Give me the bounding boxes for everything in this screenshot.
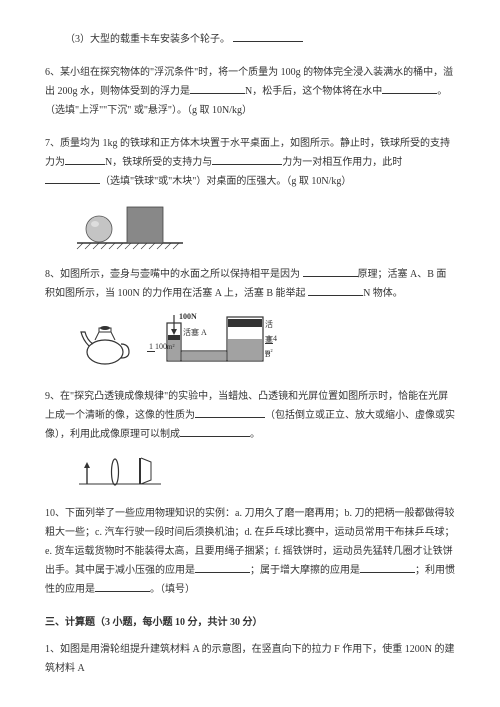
q10-text4: 。（填号） <box>150 584 195 595</box>
q9-num: 9、 <box>45 391 60 402</box>
force-label: 100N <box>179 309 197 324</box>
q7: 7、质量均为 1kg 的铁球和正方体木块置于水平桌面上，如图所示。静止时，铁球所… <box>45 134 455 251</box>
q8-num: 8、 <box>45 269 60 280</box>
blank-q7-3[interactable] <box>45 172 100 184</box>
q7-text3: 力为一对相互作用力，此时 <box>282 157 402 168</box>
area-b: 14m² <box>265 333 279 360</box>
q9-figure <box>75 452 455 490</box>
section3-title: 三、计算题（3 小题，每小题 10 分，共计 30 分） <box>45 613 455 632</box>
q8-text1: 如图所示，壶身与壶嘴中的水面之所以保持相平是因为 <box>60 269 300 280</box>
blank-q7-1[interactable] <box>65 153 105 165</box>
lens-diagram <box>75 452 165 490</box>
blank-q3-3[interactable] <box>233 30 303 42</box>
blank-q8-2[interactable] <box>308 284 363 296</box>
q7-text4: （选填"铁球"或"木块"）对桌面的压强大。（g 取 10N/kg） <box>100 176 351 187</box>
calc-q1-num: 1、 <box>45 644 60 655</box>
q8-figure: 100N 活塞 A 活塞 B 1100m² 14m² <box>75 311 455 373</box>
q10: 10、下面列举了一些应用物理知识的实例：a. 刀用久了磨一磨再用；b. 刀的把柄… <box>45 504 455 599</box>
q8: 8、如图所示，壶身与壶嘴中的水面之所以保持相平是因为 原理；活塞 A、B 面积如… <box>45 265 455 373</box>
blank-q6-2[interactable] <box>382 82 437 94</box>
q6: 6、某小组在探究物体的"浮沉条件"时，将一个质量为 100g 的物体完全浸入装满… <box>45 63 455 120</box>
q9-text3: 。 <box>250 429 260 440</box>
calc-q1: 1、如图是用滑轮组提升建筑材料 A 的示意图，在竖直向下的拉力 F 作用下，使重… <box>45 640 455 678</box>
blank-q8-1[interactable] <box>303 265 358 277</box>
q8-text3: N 物体。 <box>363 288 403 299</box>
blank-q10-3[interactable] <box>95 580 150 592</box>
q6-text2: N，松手后，这个物体将在水中 <box>245 86 382 97</box>
q6-num: 6、 <box>45 67 60 78</box>
q7-figure <box>75 199 455 251</box>
q7-num: 7、 <box>45 138 60 149</box>
area-a: 1100m² <box>147 341 175 354</box>
blank-q9-2[interactable] <box>180 425 250 437</box>
q3-sub3-text: （3）大型的载重卡车安装多个轮子。 <box>65 34 230 45</box>
blank-q10-1[interactable] <box>195 561 250 573</box>
piston-a-label: 活塞 A <box>183 325 207 340</box>
calc-q1-text: 如图是用滑轮组提升建筑材料 A 的示意图，在竖直向下的拉力 F 作用下，使重 1… <box>45 644 454 674</box>
blank-q6-1[interactable] <box>190 82 245 94</box>
q7-text2: N，铁球所受的支持力与 <box>105 157 212 168</box>
blank-q10-2[interactable] <box>360 561 415 573</box>
q10-num: 10、 <box>45 508 65 519</box>
q10-text2: ；属于增大摩擦的应用是 <box>250 565 360 576</box>
q3-sub3: （3）大型的载重卡车安装多个轮子。 <box>45 30 455 49</box>
q9: 9、在"探究凸透镜成像规律"的实验中，当蜡烛、凸透镜和光屏位置如图所示时，恰能在… <box>45 387 455 490</box>
hydraulic-diagram: 100N 活塞 A 活塞 B 1100m² 14m² <box>149 311 279 373</box>
sphere-block-diagram <box>75 199 185 251</box>
blank-q7-2[interactable] <box>212 153 282 165</box>
teapot-diagram <box>75 318 135 366</box>
blank-q9-1[interactable] <box>195 406 265 418</box>
